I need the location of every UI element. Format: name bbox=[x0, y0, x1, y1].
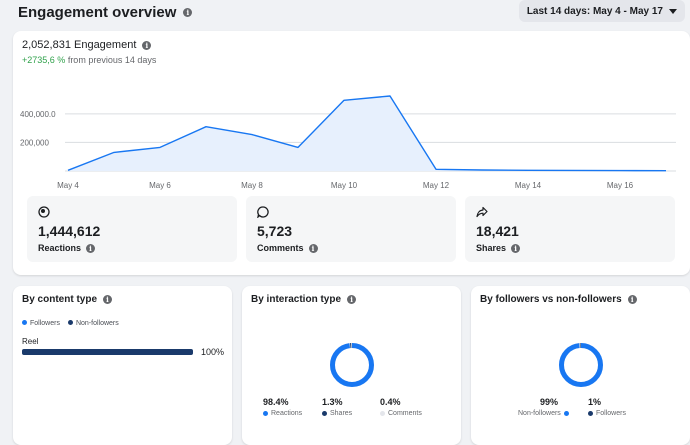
legend-dot bbox=[588, 411, 593, 416]
legend-dot bbox=[263, 411, 268, 416]
legend-dot bbox=[563, 411, 569, 416]
info-icon[interactable]: i bbox=[627, 295, 637, 304]
bar-percent: 100% bbox=[201, 347, 225, 357]
stat-non-followers: 99% Non-followers bbox=[518, 397, 569, 417]
stat-reactions: 98.4% Reactions bbox=[263, 397, 303, 417]
info-icon[interactable]: i bbox=[86, 243, 96, 253]
metric-shares: 18,421 Shares i bbox=[465, 196, 675, 262]
legend-dot bbox=[67, 320, 73, 325]
info-icon[interactable]: i bbox=[183, 8, 193, 17]
content-type-bar[interactable] bbox=[22, 349, 193, 355]
stat-comments: 0.4% Comments bbox=[380, 397, 422, 417]
date-range-dropdown[interactable]: Last 14 days: May 4 - May 17 bbox=[518, 0, 685, 22]
x-tick-label: May 12 bbox=[423, 181, 450, 190]
legend-item-followers: Followers bbox=[22, 320, 60, 327]
info-icon[interactable]: i bbox=[308, 243, 318, 253]
page-title: Engagement overview i bbox=[18, 4, 193, 21]
x-tick-label: May 4 bbox=[57, 181, 79, 190]
stat-followers: 1% Followers bbox=[588, 397, 626, 417]
reactions-icon bbox=[38, 206, 50, 221]
metric-reactions: 1,444,612 Reactions i bbox=[27, 196, 237, 262]
share-icon bbox=[476, 206, 488, 221]
interaction-donut[interactable] bbox=[328, 341, 376, 389]
donut-segment bbox=[559, 343, 603, 387]
info-icon[interactable]: i bbox=[103, 295, 113, 304]
content-type-card: By content type i Followers Non-follower… bbox=[13, 286, 232, 445]
comment-icon bbox=[256, 206, 269, 221]
metric-value: 18,421 bbox=[476, 223, 519, 239]
x-tick-label: May 16 bbox=[607, 181, 634, 190]
donut-segment bbox=[559, 343, 603, 387]
metric-label: Comments i bbox=[257, 243, 318, 253]
date-range-label: Last 14 days: May 4 - May 17 bbox=[526, 5, 663, 17]
x-tick-label: May 6 bbox=[149, 181, 171, 190]
metric-label: Shares i bbox=[476, 243, 521, 253]
y-tick-label: 200,000 bbox=[20, 138, 49, 147]
info-icon[interactable]: i bbox=[142, 40, 152, 50]
series-area bbox=[68, 96, 666, 171]
card-title: By content type i bbox=[22, 294, 113, 305]
x-tick-label: May 14 bbox=[515, 181, 542, 190]
y-tick-label: 400,000.0 bbox=[20, 110, 56, 119]
legend-item-non-followers: Non-followers bbox=[67, 320, 119, 327]
followers-donut[interactable] bbox=[557, 341, 605, 389]
info-icon[interactable]: i bbox=[511, 243, 521, 253]
engagement-total: 2,052,831 Engagement i bbox=[22, 39, 152, 51]
engagement-card: 2,052,831 Engagement i +2735,6 % from pr… bbox=[13, 31, 690, 275]
stat-shares: 1.3% Shares bbox=[322, 397, 353, 417]
content-type-legend: Followers Non-followers bbox=[22, 320, 119, 327]
legend-dot bbox=[380, 411, 385, 416]
donut-segment bbox=[330, 343, 374, 387]
card-title: By interaction type i bbox=[251, 294, 357, 305]
legend-dot bbox=[22, 320, 27, 325]
x-tick-label: May 8 bbox=[241, 181, 263, 190]
engagement-delta: +2735,6 % from previous 14 days bbox=[22, 55, 157, 65]
card-title: By followers vs non-followers i bbox=[480, 294, 637, 305]
engagement-chart: 400,000.0 200,000 May 4 May 6 May 8 May 10 May… bbox=[20, 95, 676, 190]
metric-comments: 5,723 Comments i bbox=[246, 196, 456, 262]
metric-value: 5,723 bbox=[257, 223, 293, 239]
series-line bbox=[67, 95, 667, 172]
metric-value: 1,444,612 bbox=[38, 223, 101, 239]
followers-card: By followers vs non-followers i 99% Non-… bbox=[471, 286, 690, 445]
metric-label: Reactions i bbox=[38, 243, 96, 253]
caret-down-icon bbox=[669, 8, 677, 14]
bar-label: Reel bbox=[22, 337, 39, 346]
interaction-type-card: By interaction type i 98.4% Reactions 1.… bbox=[242, 286, 461, 445]
info-icon[interactable]: i bbox=[347, 295, 357, 304]
legend-dot bbox=[322, 411, 327, 416]
x-tick-label: May 10 bbox=[331, 181, 358, 190]
